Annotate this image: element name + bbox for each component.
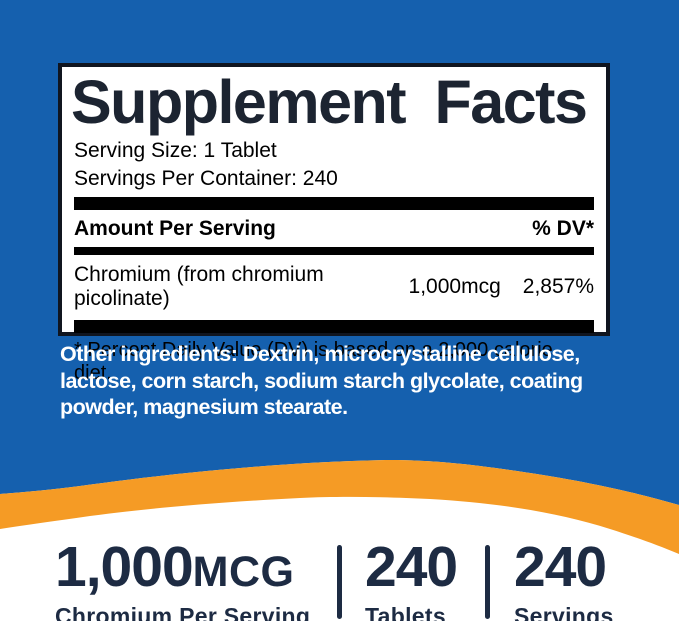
stat-chromium-per-serving: 1,000MCG Chromium Per Serving [55,539,337,621]
stat-servings-number: 240 [514,535,607,599]
amount-per-serving-header: Amount Per Serving [74,217,276,240]
divider-bar-thick-bottom [74,320,594,333]
amount-header-row: Amount Per Serving % DV* [74,210,594,247]
bottom-stats-row: 1,000MCG Chromium Per Serving 240 Tablet… [55,539,614,621]
panel-title: Supplement Facts [71,68,588,136]
divider-bar-thick-top [74,197,594,210]
nutrient-row: Chromium (from chromium picolinate) 1,00… [74,255,594,320]
nutrient-name: Chromium (from chromium picolinate) [74,263,324,310]
nutrient-dv-percent: 2,857% [522,275,594,298]
divider-bar-medium [74,247,594,255]
stat-chromium-unit: MCG [192,548,295,596]
stat-servings-label: Servings [514,603,614,621]
stat-chromium-value: 1,000MCG [55,539,337,598]
stat-tablets: 240 Tablets [342,539,485,621]
supplement-facts-panel: Supplement Facts Serving Size: 1 Tablet … [58,63,610,384]
stat-tablets-number: 240 [365,535,458,599]
stat-tablets-value: 240 [365,539,485,598]
stat-chromium-number: 1,000 [55,535,194,599]
dv-footnote: * Percent Daily Value (DV) is based on a… [74,339,553,384]
stat-servings-value: 240 [514,539,614,598]
stat-servings: 240 Servings [490,539,614,621]
stat-divider-2 [485,545,490,619]
serving-info: Serving Size: 1 Tablet Servings Per Cont… [74,137,594,192]
stat-chromium-label: Chromium Per Serving [55,603,311,621]
other-ingredients-text: Other ingredients: Dextrin, microcrystal… [60,342,583,419]
stat-divider-1 [337,545,342,619]
percent-dv-header: % DV* [532,217,594,240]
serving-size-line: Serving Size: 1 Tablet [74,139,277,162]
servings-per-container-line: Servings Per Container: 240 [74,166,338,190]
nutrient-amount: 1,000mcg [408,275,501,298]
orange-swoosh-shape [0,460,679,554]
stat-tablets-label: Tablets [365,603,446,621]
